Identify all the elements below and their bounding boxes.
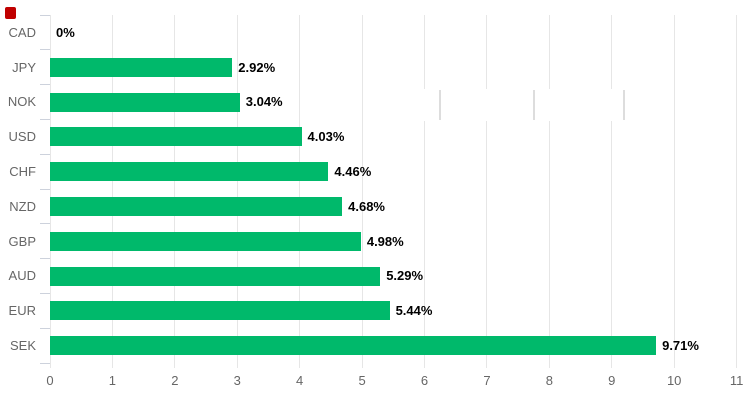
overlay-gridline-fragment [532, 90, 535, 120]
value-label-eur: 5.44% [395, 303, 433, 319]
category-label-sek: SEK [9, 338, 36, 354]
red-marker [5, 7, 16, 19]
category-label-nzd: NZD [9, 198, 36, 214]
bar-gbp[interactable] [50, 231, 361, 251]
gridline-x-5 [361, 15, 363, 368]
gridline-x-11 [736, 15, 738, 368]
x-axis-label-2: 2 [171, 373, 179, 388]
category-label-jpy: JPY [12, 59, 36, 75]
overlay-gridline-fragment [438, 90, 441, 120]
bar-usd[interactable] [50, 127, 302, 147]
gridline-x-8 [548, 15, 550, 368]
category-label-eur: EUR [8, 303, 36, 319]
x-axis-label-7: 7 [483, 373, 491, 388]
value-label-aud: 5.29% [386, 268, 424, 284]
bar-jpy[interactable] [50, 57, 233, 77]
category-label-usd: USD [8, 129, 36, 145]
y-axis-tick [40, 258, 50, 260]
y-axis-tick [40, 327, 50, 329]
gridline-x-0 [49, 15, 51, 368]
y-axis-tick [40, 14, 50, 16]
bar-nzd[interactable] [50, 196, 343, 216]
category-label-nok: NOK [7, 94, 36, 110]
category-label-gbp: GBP [8, 233, 36, 249]
y-axis-tick [40, 223, 50, 225]
value-label-jpy: 2.92% [238, 59, 276, 75]
value-label-usd: 4.03% [307, 129, 345, 145]
gridline-x-1 [111, 15, 113, 368]
gridline-x-9 [611, 15, 613, 368]
gridline-x-4 [299, 15, 301, 368]
bar-nok[interactable] [50, 92, 240, 112]
x-axis-label-6: 6 [420, 373, 429, 388]
x-axis-label-11: 11 [729, 373, 744, 388]
category-label-chf: CHF [9, 164, 36, 180]
y-axis-tick [40, 153, 50, 155]
gridline-x-2 [174, 15, 176, 368]
x-axis-label-4: 4 [296, 373, 304, 388]
bar-chf[interactable] [50, 162, 329, 182]
value-label-nzd: 4.68% [348, 198, 385, 214]
gridline-x-3 [236, 15, 238, 368]
y-axis-tick [40, 188, 50, 190]
y-axis-tick [40, 49, 50, 51]
value-label-cad: 0% [56, 24, 75, 40]
bar-eur[interactable] [50, 301, 390, 321]
x-axis-label-8: 8 [545, 373, 553, 388]
y-axis-tick [40, 118, 50, 120]
value-label-sek: 9.71% [662, 338, 699, 354]
category-label-cad: CAD [8, 24, 36, 40]
value-label-nok: 3.04% [245, 94, 283, 110]
bar-aud[interactable] [50, 266, 381, 286]
value-label-chf: 4.46% [334, 164, 372, 180]
value-label-gbp: 4.98% [366, 233, 404, 249]
x-axis-label-10: 10 [666, 373, 682, 388]
x-axis-label-0: 0 [46, 373, 54, 388]
category-label-aud: AUD [8, 268, 36, 284]
bar-sek[interactable] [50, 336, 657, 356]
x-axis-label-1: 1 [108, 373, 117, 388]
x-axis-label-5: 5 [358, 373, 366, 388]
x-axis-label-3: 3 [233, 373, 241, 388]
overlay-artifact [419, 89, 652, 121]
gridline-x-6 [424, 15, 426, 368]
overlay-gridline-fragment [623, 90, 625, 120]
x-axis-label-9: 9 [608, 373, 616, 388]
y-axis-tick [40, 362, 50, 364]
gridline-x-10 [673, 15, 675, 368]
gridline-x-7 [486, 15, 488, 368]
y-axis-tick [40, 84, 50, 86]
y-axis-tick [40, 292, 50, 294]
